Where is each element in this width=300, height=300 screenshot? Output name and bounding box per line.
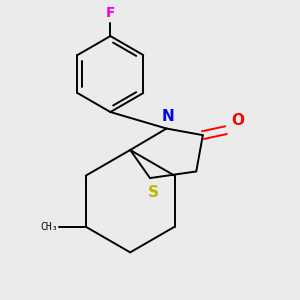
Text: O: O [231,112,244,128]
Text: S: S [148,185,159,200]
Text: F: F [106,6,115,20]
Text: CH₃: CH₃ [40,222,58,232]
Text: N: N [162,109,175,124]
